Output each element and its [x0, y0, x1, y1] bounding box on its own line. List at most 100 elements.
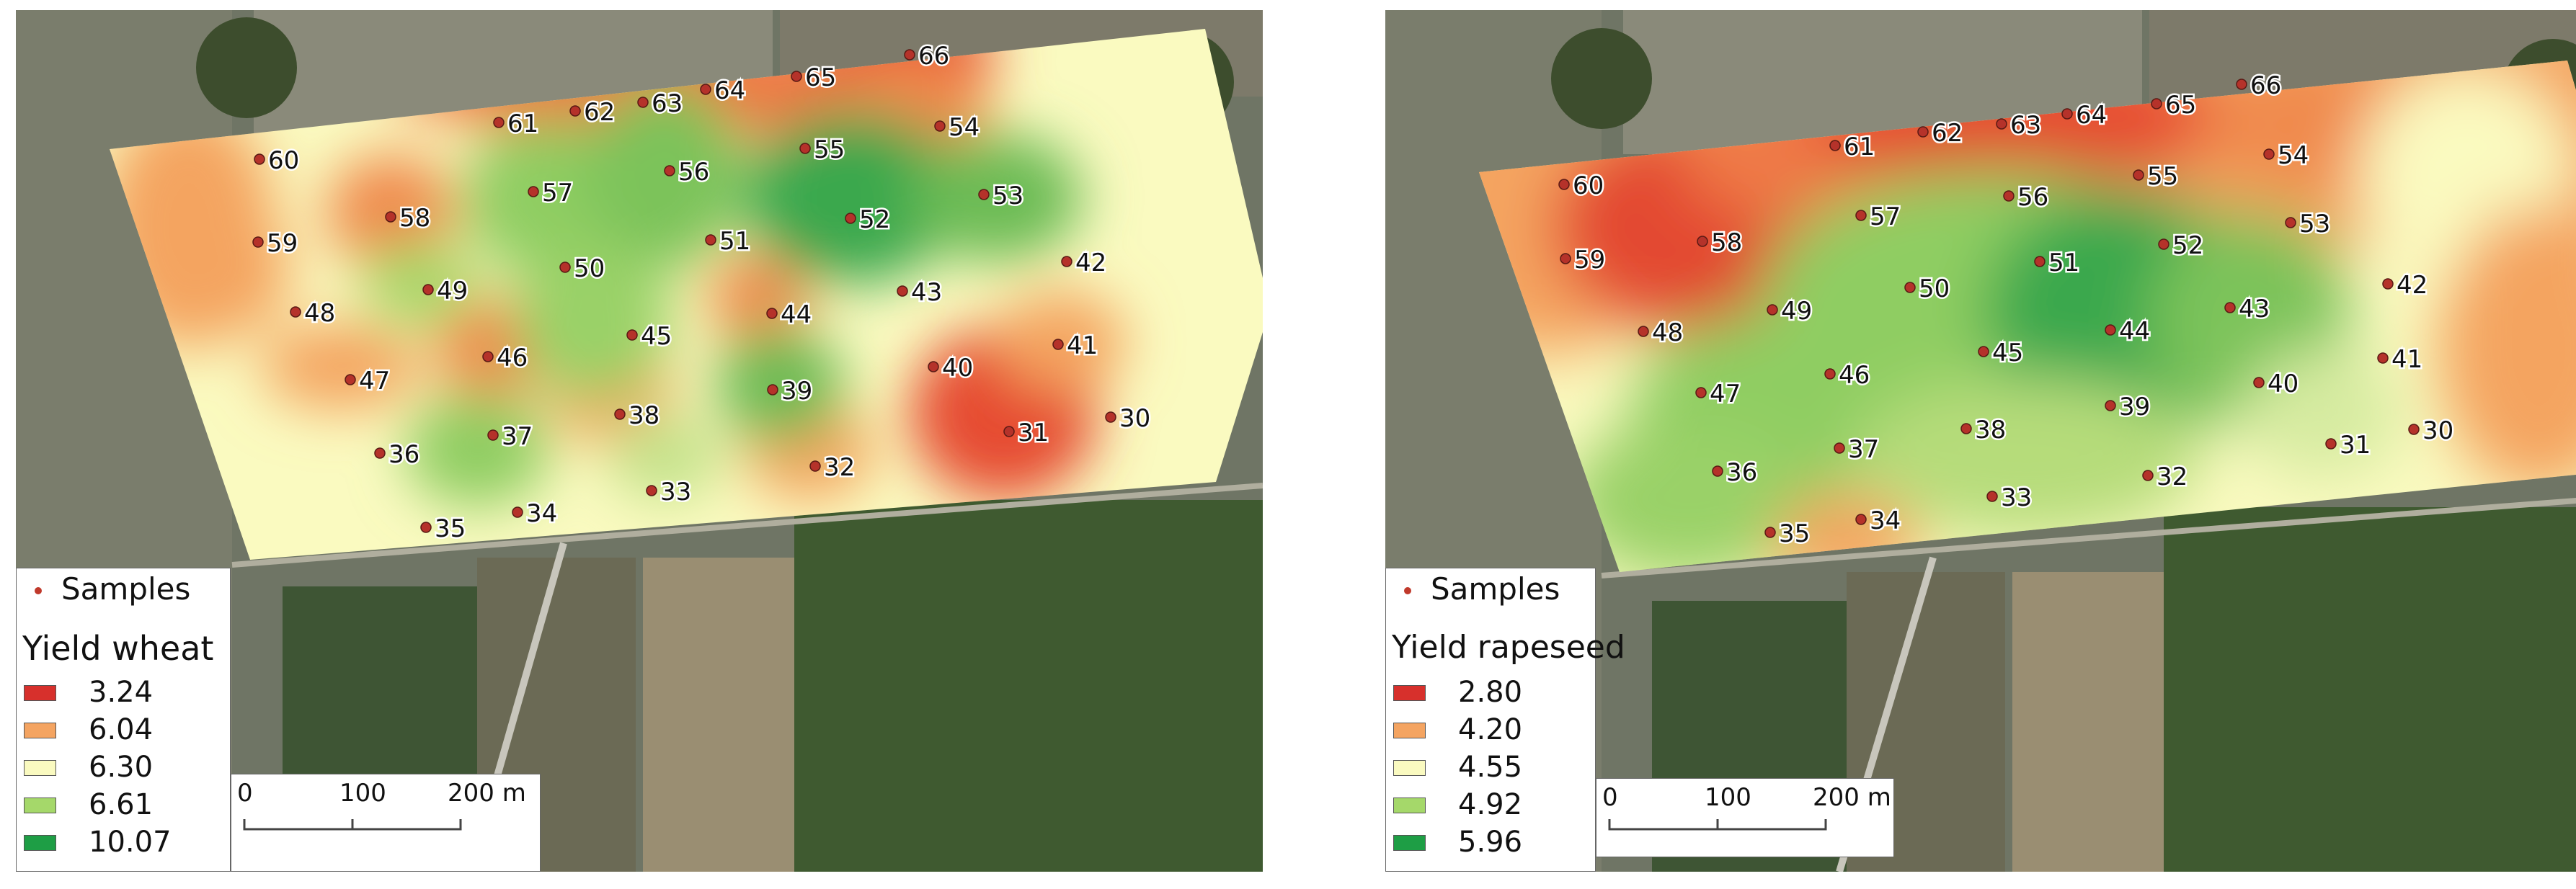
sample-label-54: 54: [2278, 141, 2309, 170]
samples-legend-marker: [35, 587, 42, 594]
sample-point-40: [928, 361, 939, 372]
samples-legend-marker: [1404, 587, 1411, 594]
sample-label-47: 47: [1710, 380, 1741, 408]
sample-label-41: 41: [1067, 331, 1098, 360]
sample-point-63: [1996, 118, 2007, 130]
sample-label-31: 31: [1018, 419, 1049, 447]
sample-point-35: [1764, 527, 1776, 538]
sample-point-33: [1986, 491, 1998, 502]
sample-point-47: [1695, 387, 1707, 398]
sample-point-34: [512, 506, 523, 518]
sample-label-46: 46: [497, 344, 528, 372]
scale-bar-line: [1608, 819, 1827, 831]
sample-label-64: 64: [2076, 101, 2107, 130]
wheat-sample-points: 60 61 62 63 64 65 66 59 58 57 56 55 54 53 52 51 50 49 48 47…: [252, 40, 1152, 545]
sample-point-55: [2133, 169, 2144, 181]
map-panel-wheat: 60 61 62 63 64 65 66 59 58 57 56 55 54 53 52 51 50 49 48 47…: [16, 10, 1263, 872]
class-label: 4.20: [1458, 713, 1523, 746]
sample-label-53: 53: [2299, 210, 2330, 238]
scale-label-0: 0: [1602, 783, 1618, 812]
sample-point-49: [1767, 304, 1778, 316]
scale-label-200: 200 m: [448, 779, 526, 808]
sample-label-48: 48: [304, 299, 335, 328]
sample-label-63: 63: [2010, 111, 2041, 140]
sample-label-66: 66: [918, 42, 949, 71]
sample-point-59: [252, 236, 264, 248]
sample-label-55: 55: [814, 135, 845, 164]
sample-point-52: [845, 213, 856, 224]
scale-label-100: 100: [1705, 783, 1751, 812]
sample-point-57: [1855, 210, 1867, 221]
sample-point-45: [626, 329, 638, 341]
sample-label-59: 59: [267, 229, 298, 258]
class-label: 2.80: [1458, 676, 1523, 709]
sample-point-48: [1638, 326, 1649, 337]
wheat-yield-map: 60 61 62 63 64 65 66 59 58 57 56 55 54 53 52 51 50 49 48 47…: [16, 10, 1263, 872]
sample-label-31: 31: [2340, 431, 2371, 460]
rapeseed-legend-class-1: 2.80: [1386, 678, 1595, 707]
sample-label-49: 49: [437, 277, 468, 305]
map-panel-rapeseed: 60 61 62 63 64 65 66 59 58 57 56 55 54 53 52 51 50 49 48 47…: [1385, 10, 2576, 872]
sample-point-33: [646, 485, 657, 496]
sample-label-40: 40: [2268, 370, 2299, 398]
sample-point-57: [528, 186, 539, 197]
rapeseed-yield-surface: [1479, 61, 2576, 572]
wheat-legend: Samples Yield wheat 3.24 6.04 6.30 6.61 …: [16, 568, 231, 872]
sample-label-32: 32: [2157, 463, 2188, 491]
scale-bar-line: [243, 819, 462, 831]
sample-label-35: 35: [435, 514, 466, 543]
sample-point-62: [1917, 126, 1929, 138]
sample-point-39: [2105, 400, 2116, 411]
sample-label-59: 59: [1574, 246, 1605, 274]
sample-label-51: 51: [719, 227, 750, 256]
sample-label-38: 38: [629, 401, 659, 430]
wheat-legend-title: Yield wheat: [22, 629, 214, 668]
sample-point-52: [2158, 238, 2169, 250]
sample-point-37: [487, 429, 499, 441]
sample-label-60: 60: [1573, 171, 1604, 200]
sample-point-31: [1003, 426, 1015, 437]
sample-label-63: 63: [652, 89, 683, 118]
sample-label-42: 42: [1075, 249, 1106, 277]
sample-point-30: [2408, 424, 2420, 435]
sample-label-39: 39: [781, 377, 812, 406]
class-label: 5.96: [1458, 826, 1523, 859]
sample-label-46: 46: [1839, 361, 1870, 390]
swatch: [1393, 760, 1426, 776]
sample-label-49: 49: [1781, 297, 1812, 326]
sample-label-33: 33: [660, 478, 691, 506]
sample-point-62: [569, 105, 581, 117]
sample-point-66: [904, 49, 915, 61]
sample-point-43: [897, 285, 908, 297]
sample-label-66: 66: [2250, 71, 2281, 100]
sample-label-35: 35: [1779, 519, 1810, 548]
sample-point-51: [705, 234, 716, 246]
rapeseed-legend-class-4: 4.92: [1386, 790, 1595, 819]
sample-point-47: [345, 374, 356, 385]
samples-legend-label: Samples: [61, 571, 191, 607]
swatch: [24, 760, 56, 776]
sample-label-65: 65: [805, 63, 836, 92]
sample-point-50: [1904, 282, 1916, 293]
sample-point-32: [2142, 470, 2154, 481]
rapeseed-legend-class-5: 5.96: [1386, 828, 1595, 857]
wheat-legend-class-3: 6.30: [17, 753, 230, 782]
sample-point-64: [700, 84, 711, 95]
sample-point-58: [1697, 236, 1708, 247]
sample-point-38: [1960, 423, 1972, 434]
sample-label-37: 37: [1848, 435, 1879, 464]
sample-point-58: [385, 211, 396, 223]
sample-point-44: [766, 308, 778, 319]
rapeseed-legend: Samples Yield rapeseed 2.80 4.20 4.55 4.…: [1385, 568, 1625, 872]
sample-point-64: [2061, 108, 2073, 120]
sample-label-50: 50: [1919, 274, 1950, 303]
sample-point-60: [254, 153, 265, 165]
scale-label-0: 0: [237, 779, 253, 808]
wheat-scale-bar: 0 100 200 m: [231, 774, 541, 872]
sample-point-46: [482, 351, 494, 362]
sample-point-61: [493, 117, 505, 128]
rapeseed-legend-title: Yield rapeseed: [1392, 629, 1625, 666]
sample-point-36: [1712, 465, 1723, 477]
sample-label-34: 34: [1870, 506, 1901, 535]
sample-point-46: [1824, 368, 1836, 380]
